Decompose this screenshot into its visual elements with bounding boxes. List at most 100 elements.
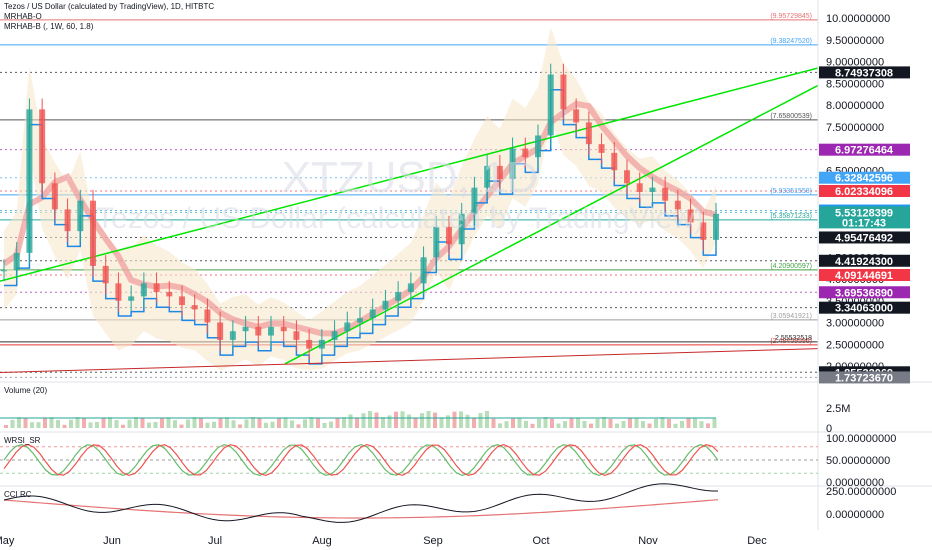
volume-bar <box>530 423 535 428</box>
time-axis[interactable]: May Jun Jul Aug Sep Oct Nov Dec <box>0 535 767 547</box>
candle-body <box>318 339 325 349</box>
candle-body <box>560 74 567 110</box>
volume-bar <box>199 418 203 428</box>
candle-body <box>90 200 96 266</box>
volume-bar <box>608 418 613 428</box>
volume-bar <box>660 417 665 428</box>
volume-bar <box>251 417 255 428</box>
volume-bar <box>82 418 86 428</box>
volume-bar <box>498 423 502 428</box>
price-badge-label: 8.74937308 <box>835 67 893 79</box>
candle-body <box>598 144 605 153</box>
volume-bar <box>127 419 132 428</box>
volume-bar <box>121 424 125 428</box>
volume-bar <box>420 413 424 428</box>
volume-bar <box>452 411 457 428</box>
price-badge <box>819 231 910 244</box>
volume-bar <box>290 420 294 428</box>
chart-legend: Tezos / US Dollar (calculated by Trading… <box>4 2 214 32</box>
volume-bar <box>238 424 242 428</box>
candle-body <box>700 222 707 240</box>
price-badge <box>819 269 910 282</box>
volume-bar <box>368 411 372 428</box>
level-label: (9.38247520) <box>770 38 812 45</box>
volume-bar <box>101 417 106 428</box>
candle-body <box>624 170 630 184</box>
indicator-label-2: MRHAB-B (, 1W, 60, 1.8) <box>4 22 94 31</box>
volume-bar <box>582 420 587 428</box>
candle-body <box>13 252 20 271</box>
volume-bar <box>602 417 606 428</box>
price-badge-label: 3.69536890 <box>835 287 893 299</box>
chart-title: Tezos / US Dollar (calculated by Trading… <box>4 2 215 11</box>
main-price-pane[interactable]: (9.95729845)(9.38247520)(7.65800539)(5.9… <box>0 13 819 378</box>
price-badge <box>819 171 910 184</box>
x-tick-label: May <box>0 535 15 547</box>
x-tick-label: Nov <box>638 535 658 547</box>
price-badge <box>819 206 910 229</box>
band-fill <box>4 27 716 371</box>
y-tick-label: 8.50000000 <box>826 78 884 90</box>
price-badge <box>819 371 910 384</box>
candle-body <box>242 326 249 332</box>
volume-bar <box>303 419 307 428</box>
volume-bar <box>699 421 704 428</box>
cci-pane[interactable]: 250.00000000 0.00000000 <box>3 483 896 523</box>
volume-bar <box>75 417 80 428</box>
volume-bar <box>36 422 41 428</box>
volume-bar <box>225 417 229 428</box>
volume-bar <box>374 412 379 428</box>
candle-body <box>293 331 300 340</box>
volume-bar <box>524 420 528 428</box>
candle-body <box>433 226 440 258</box>
volume-bar <box>23 418 28 428</box>
level-label: (4.20900597) <box>770 263 812 270</box>
volume-bar <box>407 414 411 428</box>
candle-body <box>369 309 376 319</box>
candle-body <box>51 183 58 210</box>
volume-bar <box>296 424 301 428</box>
candle-body <box>458 213 465 245</box>
candle-body <box>191 305 198 310</box>
symbol-watermark: XTZUSD, 1D <box>282 153 539 202</box>
volume-bar <box>472 417 476 428</box>
x-tick-label: Sep <box>423 535 443 547</box>
wrsi-tick-label: 100.00000000 <box>826 433 896 445</box>
volume-bar <box>114 420 119 428</box>
volume-bar <box>446 415 450 428</box>
volume-bar <box>283 417 288 428</box>
volume-bar <box>342 417 346 428</box>
x-tick-label: Jun <box>103 535 121 547</box>
price-badge <box>819 66 910 79</box>
candle-body <box>64 209 71 232</box>
cci-signal-line <box>3 499 719 519</box>
candle-body <box>229 331 236 340</box>
x-tick-label: Aug <box>312 535 332 547</box>
volume-bar <box>56 419 60 428</box>
volume-bar <box>108 417 112 428</box>
candle-body <box>420 257 427 284</box>
candle-body <box>102 265 109 284</box>
candle-body <box>407 283 414 293</box>
volume-bar <box>134 417 138 428</box>
level-label: (3.05941921) <box>770 313 812 320</box>
candle-body <box>649 187 656 192</box>
wrsi-pane[interactable]: 100.00000000 50.00000000 0.00000000 <box>0 433 896 489</box>
volume-bar <box>491 418 496 428</box>
x-tick-label: Jul <box>208 535 222 547</box>
candle-body <box>115 283 122 301</box>
volume-bar <box>10 419 15 428</box>
name-watermark: Tezos / US Dollar (calculated by Trading… <box>96 202 704 235</box>
candle-body <box>255 326 262 336</box>
volume-pane[interactable]: 2.5M 0 <box>0 403 850 435</box>
candle-body <box>306 339 313 349</box>
volume-bar <box>218 417 223 428</box>
candle-body <box>128 296 135 301</box>
volume-bar <box>212 421 216 428</box>
x-tick-label: Oct <box>532 535 549 547</box>
y-tick-label: 7.50000000 <box>826 122 884 134</box>
level-label: (7.65800539) <box>770 113 812 120</box>
volume-bar <box>4 425 8 428</box>
x-tick-label: Dec <box>747 535 767 547</box>
